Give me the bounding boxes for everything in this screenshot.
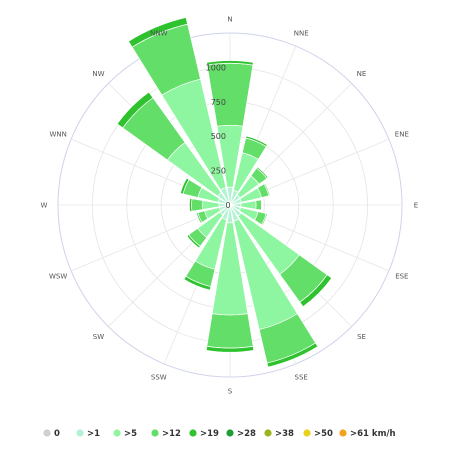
bar-ene-3 (263, 182, 271, 197)
legend-item-3[interactable]: >12 (151, 429, 181, 439)
direction-label-wnn: WNN (49, 130, 66, 138)
legend-swatch (226, 429, 234, 437)
direction-label-nne: NNE (294, 30, 309, 38)
legend-swatch (151, 429, 159, 437)
bar-s-3 (205, 345, 255, 353)
legend-item-4[interactable]: >19 (189, 429, 219, 439)
bar-nnw-3 (128, 17, 189, 48)
bar-nne-3 (245, 135, 268, 148)
bar-ese-3 (261, 213, 268, 226)
legend-swatch (43, 429, 51, 437)
direction-label-se: SE (357, 333, 366, 341)
radial-tick-labels: 0 250 500 750 1000 (206, 63, 231, 210)
bar-s-2 (206, 313, 254, 349)
direction-label-ssw: SSW (151, 373, 167, 381)
radial-tick-0: 0 (225, 201, 230, 210)
bar-n-3 (206, 60, 254, 66)
legend: 0 >1 >5 >12 >19 >28 >38 >50 >61 km/h (43, 429, 396, 439)
legend-item-0[interactable]: 0 (43, 429, 60, 439)
bar-n-2 (206, 62, 254, 127)
legend-item-6[interactable]: >38 (264, 429, 294, 439)
radial-tick-500: 500 (211, 132, 226, 141)
legend-item-5[interactable]: >28 (226, 429, 256, 439)
direction-label-nnw: NNW (150, 30, 167, 38)
direction-label-sw: SW (93, 333, 104, 341)
legend-label: >38 (275, 429, 294, 439)
direction-label-w: W (41, 202, 48, 210)
bar-wsw-3 (196, 212, 203, 224)
bar-se-3 (299, 274, 333, 308)
legend-label: >28 (237, 429, 256, 439)
direction-label-sse: SSE (295, 373, 308, 381)
bar-sse-3 (266, 342, 319, 368)
legend-label: >5 (124, 429, 137, 439)
bar-wnn-3 (180, 177, 190, 195)
legend-swatch (264, 429, 272, 437)
bar-w-2 (191, 198, 204, 212)
direction-label-ese: ESE (395, 273, 408, 281)
legend-label: >19 (200, 429, 219, 439)
legend-label: >12 (162, 429, 181, 439)
direction-label-n: N (227, 16, 232, 24)
direction-labels: N NNE NE ENE E ESE SE SSE S SSW SW WSW W WNN NW NNW (41, 16, 419, 396)
legend-item-1[interactable]: >1 (76, 429, 100, 439)
legend-label: >61 km/h (350, 429, 396, 439)
direction-label-wsw: WSW (49, 273, 67, 281)
legend-label: 0 (54, 429, 60, 439)
legend-swatch (339, 429, 347, 437)
legend-item-8[interactable]: >61 km/h (339, 429, 396, 439)
radial-tick-250: 250 (211, 167, 226, 176)
direction-label-nw: NW (92, 70, 104, 78)
legend-item-2[interactable]: >5 (113, 429, 137, 439)
bar-w-3 (189, 198, 193, 212)
direction-label-e: E (414, 202, 418, 210)
legend-swatch (303, 429, 311, 437)
direction-label-ene: ENE (395, 130, 409, 138)
bar-e-2 (255, 199, 262, 211)
radial-tick-1000: 1000 (206, 63, 226, 72)
direction-label-ne: NE (357, 70, 367, 78)
legend-label: >50 (314, 429, 333, 439)
bar-sw-3 (186, 234, 201, 249)
rose-bars (116, 17, 333, 368)
bar-ne-3 (256, 166, 269, 179)
legend-swatch (113, 429, 121, 437)
radial-tick-750: 750 (211, 98, 226, 107)
legend-label: >1 (87, 429, 100, 439)
direction-label-s: S (228, 388, 233, 396)
bar-e-3 (260, 199, 263, 211)
bar-ssw-3 (183, 275, 212, 291)
legend-swatch (189, 429, 197, 437)
legend-swatch (76, 429, 84, 437)
bar-nw-3 (116, 91, 154, 129)
legend-item-7[interactable]: >50 (303, 429, 333, 439)
